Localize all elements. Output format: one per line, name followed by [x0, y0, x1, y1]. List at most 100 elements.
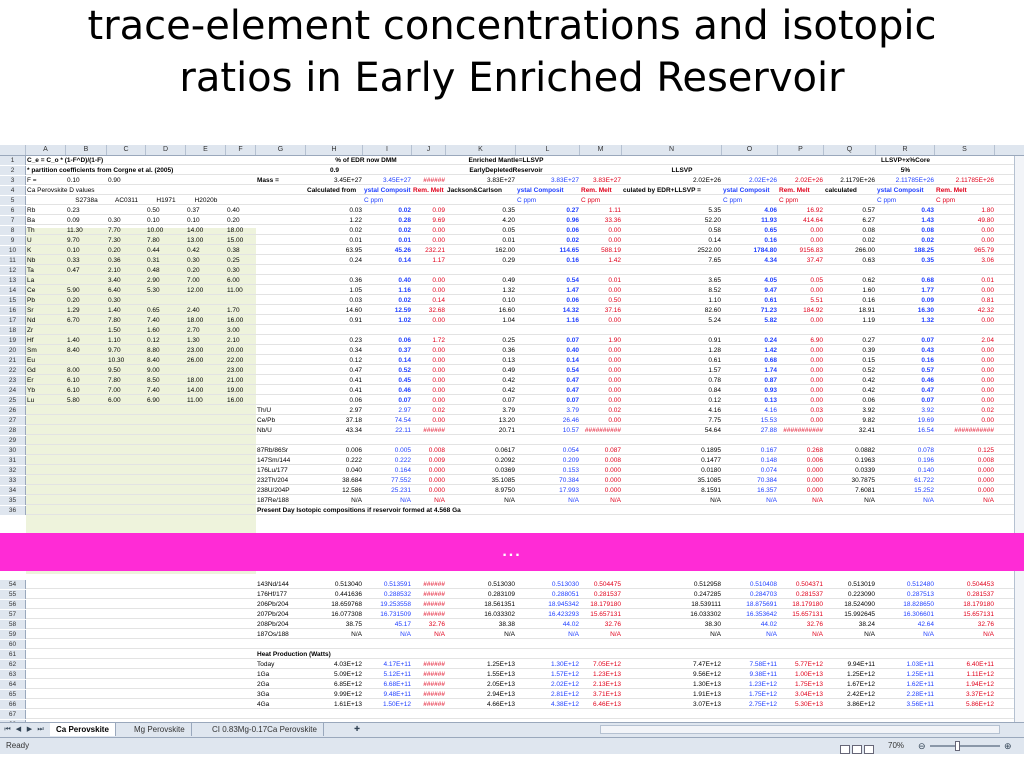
- row-number[interactable]: 31: [0, 456, 26, 465]
- cell-C9[interactable]: 7.30: [108, 237, 121, 244]
- row-number[interactable]: 67: [0, 710, 26, 719]
- cell-N21[interactable]: 0.61: [708, 357, 721, 364]
- cell-M7[interactable]: 33.36: [604, 217, 621, 224]
- cell-D19[interactable]: 0.12: [147, 337, 160, 344]
- cell-A14[interactable]: Ce: [27, 287, 36, 294]
- cell-P30[interactable]: 0.268: [806, 447, 823, 454]
- cell-F17[interactable]: 16.00: [227, 317, 244, 324]
- cell-O56[interactable]: 18.875691: [746, 601, 777, 608]
- cell-G59[interactable]: 187Os/188: [257, 631, 289, 638]
- cell-S25[interactable]: 0.00: [981, 397, 994, 404]
- row-number[interactable]: 63: [0, 670, 26, 679]
- cell-P62[interactable]: 5.77E+12: [794, 661, 823, 668]
- cell-H15[interactable]: 0.03: [349, 297, 362, 304]
- cell-G66[interactable]: 4Ga: [257, 701, 270, 708]
- cell-M19[interactable]: 1.90: [608, 337, 621, 344]
- cell-B24[interactable]: 6.10: [67, 387, 80, 394]
- cell-K1[interactable]: Enriched Mantle=LLSVP: [468, 157, 544, 164]
- cell-F21[interactable]: 22.00: [227, 357, 244, 364]
- row-number[interactable]: 33: [0, 476, 26, 485]
- cell-N66[interactable]: 3.07E+13: [692, 701, 721, 708]
- cell-A20[interactable]: Sm: [27, 347, 37, 354]
- cell-S62[interactable]: 6.40E+11: [966, 661, 994, 668]
- cell-M56[interactable]: 18.179180: [590, 601, 621, 608]
- cell-I64[interactable]: 6.68E+11: [383, 681, 411, 688]
- cell-S66[interactable]: 5.86E+12: [965, 701, 994, 708]
- cell-K11[interactable]: 0.29: [502, 257, 515, 264]
- cell-O35[interactable]: N/A: [766, 497, 777, 504]
- cell-I26[interactable]: 2.97: [398, 407, 411, 414]
- cell-O8[interactable]: 0.65: [764, 227, 777, 234]
- cell-K2[interactable]: EarlyDepletedReservoir: [469, 167, 543, 174]
- cell-K58[interactable]: 38.38: [498, 621, 515, 628]
- cell-H65[interactable]: 9.99E+12: [333, 691, 362, 698]
- cell-O57[interactable]: 16.353642: [746, 611, 777, 618]
- page-break-icon[interactable]: [864, 745, 874, 754]
- select-all-corner[interactable]: [0, 145, 26, 155]
- cell-B15[interactable]: 0.20: [67, 297, 80, 304]
- cell-G56[interactable]: 206Pb/204: [257, 601, 289, 608]
- cell-G33[interactable]: 232Th/204: [257, 477, 289, 484]
- cell-K13[interactable]: 0.49: [502, 277, 515, 284]
- cell-L19[interactable]: 0.07: [566, 337, 579, 344]
- cell-G3[interactable]: Mass =: [257, 177, 279, 184]
- cell-R22[interactable]: 0.57: [921, 367, 934, 374]
- cell-O31[interactable]: 0.148: [760, 457, 777, 464]
- row-number[interactable]: 2: [0, 166, 26, 175]
- cell-N27[interactable]: 7.75: [708, 417, 721, 424]
- cell-R66[interactable]: 3.56E+11: [906, 701, 934, 708]
- cell-A12[interactable]: Ta: [27, 267, 34, 274]
- cell-L58[interactable]: 44.02: [562, 621, 579, 628]
- cell-K24[interactable]: 0.42: [502, 387, 515, 394]
- cell-L30[interactable]: 0.054: [562, 447, 579, 454]
- cell-O19[interactable]: 0.24: [764, 337, 777, 344]
- cell-N6[interactable]: 5.35: [708, 207, 721, 214]
- cell-I15[interactable]: 0.02: [398, 297, 411, 304]
- cell-J25[interactable]: 0.00: [432, 397, 445, 404]
- cell-L25[interactable]: 0.07: [566, 397, 579, 404]
- row-number[interactable]: 29: [0, 436, 26, 445]
- cell-K28[interactable]: 20.71: [498, 427, 515, 434]
- cell-L27[interactable]: 26.46: [562, 417, 579, 424]
- cell-Q59[interactable]: N/A: [864, 631, 875, 638]
- cell-J65[interactable]: ######: [423, 691, 445, 698]
- cell-S32[interactable]: 0.000: [977, 467, 994, 474]
- cell-F10[interactable]: 0.38: [227, 247, 240, 254]
- cell-J8[interactable]: 0.00: [432, 227, 445, 234]
- cell-H57[interactable]: 16.077308: [331, 611, 362, 618]
- cell-H25[interactable]: 0.06: [349, 397, 362, 404]
- cell-K54[interactable]: 0.513030: [487, 581, 515, 588]
- cell-B7[interactable]: 0.09: [67, 217, 80, 224]
- cell-R34[interactable]: 15.252: [914, 487, 934, 494]
- cell-M30[interactable]: 0.087: [604, 447, 621, 454]
- cell-M9[interactable]: 0.00: [608, 237, 621, 244]
- row-number[interactable]: 7: [0, 216, 26, 225]
- column-header[interactable]: N: [622, 145, 722, 155]
- cell-K6[interactable]: 0.35: [502, 207, 515, 214]
- cell-N9[interactable]: 0.14: [708, 237, 721, 244]
- row-number[interactable]: 24: [0, 386, 26, 395]
- cell-G57[interactable]: 207Pb/204: [257, 611, 289, 618]
- cell-N62[interactable]: 7.47E+12: [692, 661, 721, 668]
- cell-J64[interactable]: ######: [423, 681, 445, 688]
- cell-R64[interactable]: 1.62E+11: [906, 681, 934, 688]
- cell-H4[interactable]: Calculated from: [307, 187, 357, 194]
- row-number[interactable]: 54: [0, 580, 26, 589]
- cell-M23[interactable]: 0.00: [608, 377, 621, 384]
- cell-C14[interactable]: 6.40: [108, 287, 121, 294]
- cell-S10[interactable]: 965.79: [974, 247, 994, 254]
- cell-O23[interactable]: 0.87: [764, 377, 777, 384]
- cell-P26[interactable]: 0.03: [810, 407, 823, 414]
- cell-P58[interactable]: 32.76: [806, 621, 823, 628]
- cell-L5[interactable]: C ppm: [517, 197, 537, 204]
- cell-I3[interactable]: 3.45E+27: [382, 177, 411, 184]
- cell-M33[interactable]: 0.000: [604, 477, 621, 484]
- cell-R16[interactable]: 16.30: [917, 307, 934, 314]
- cell-I34[interactable]: 25.231: [391, 487, 411, 494]
- cell-N4[interactable]: culated by EDR+LLSVP =: [623, 187, 701, 194]
- cell-R27[interactable]: 19.69: [917, 417, 934, 424]
- cell-J33[interactable]: 0.000: [428, 477, 445, 484]
- cell-P32[interactable]: 0.000: [806, 467, 823, 474]
- cell-O9[interactable]: 0.16: [764, 237, 777, 244]
- cell-C13[interactable]: 3.40: [108, 277, 121, 284]
